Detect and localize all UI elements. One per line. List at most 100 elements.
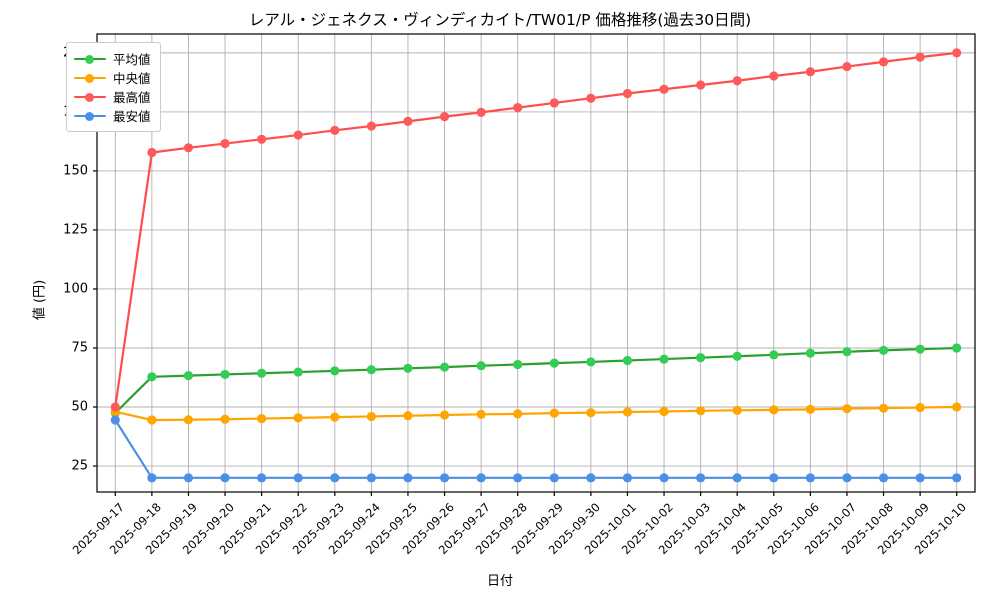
data-point [110,402,120,412]
data-point [659,84,669,94]
data-point [366,365,376,375]
data-point [183,143,194,153]
data-point [549,408,559,418]
data-point [805,404,815,414]
data-point [769,71,779,81]
data-point [183,473,194,483]
legend-item-2[interactable]: 最高値 [74,87,151,106]
data-point [257,134,267,144]
legend-label: 最高値 [113,90,151,105]
data-point [878,345,889,355]
data-point [915,402,925,413]
data-point [732,76,742,86]
data-point [549,358,559,368]
series-line [114,51,958,409]
data-point [220,473,230,483]
data-point [330,366,340,376]
y-tick-label: 125 [63,222,88,238]
series-line [114,418,958,479]
data-point [915,473,925,483]
data-point [842,347,852,357]
data-point [769,405,779,415]
data-point [696,406,706,416]
data-point [622,407,633,417]
data-point [147,372,157,382]
legend-swatch-icon [74,53,106,65]
data-point [622,355,633,366]
data-point [220,138,230,149]
series-line [114,346,958,415]
data-point [586,473,596,483]
data-point [183,371,194,381]
series-line [114,405,958,422]
data-point [330,412,340,422]
data-point [147,473,157,483]
data-point [696,353,706,363]
data-point [293,413,303,423]
data-point [439,410,450,420]
data-point [842,473,852,483]
data-point [952,343,962,353]
grid-lines [97,34,975,492]
data-point [842,61,852,72]
data-point [403,411,413,421]
data-point [586,93,596,103]
data-point [476,107,486,117]
data-point [805,67,815,77]
series-0 [110,343,962,418]
data-point [220,369,230,380]
data-point [696,80,706,90]
data-point [403,473,413,483]
data-point [622,473,633,483]
data-point [293,130,303,140]
data-point [586,357,596,367]
data-point [732,351,742,361]
legend-swatch-icon [74,72,106,84]
y-tick-label: 100 [63,281,88,297]
data-point [659,354,669,364]
legend-label: 中央値 [113,71,151,86]
data-point [293,473,303,483]
data-point [915,344,925,354]
series-3 [110,415,962,483]
legend-item-1[interactable]: 中央値 [74,68,151,87]
data-point [183,415,194,425]
data-point [513,409,523,419]
y-tick-label: 50 [71,399,88,415]
data-point [769,473,779,483]
y-tick-label: 150 [63,163,88,179]
data-point [622,88,633,99]
legend-label: 最安値 [113,109,151,124]
plot-frame [96,33,976,493]
data-point [330,125,340,135]
data-point [952,48,962,58]
data-point [769,350,779,360]
data-point [952,402,962,412]
data-point [878,473,889,483]
data-point [659,406,669,417]
data-series-group [110,48,962,483]
data-point [439,362,450,372]
legend-item-0[interactable]: 平均値 [74,49,151,68]
data-point [476,473,486,483]
data-point [110,415,120,425]
data-point [439,112,450,122]
y-tick-label: 25 [71,458,88,474]
chart-legend: 平均値中央値最高値最安値 [66,42,161,132]
legend-swatch-icon [74,110,106,122]
data-point [366,411,376,422]
data-point [732,473,742,483]
data-point [805,473,815,483]
legend-item-3[interactable]: 最安値 [74,106,151,125]
data-point [257,473,267,483]
data-point [257,413,267,424]
data-point [805,348,815,358]
data-point [586,408,596,418]
data-point [513,103,523,113]
data-point [732,405,742,415]
data-point [513,359,523,370]
data-point [842,404,852,414]
series-2 [110,48,962,412]
series-1 [110,402,962,425]
